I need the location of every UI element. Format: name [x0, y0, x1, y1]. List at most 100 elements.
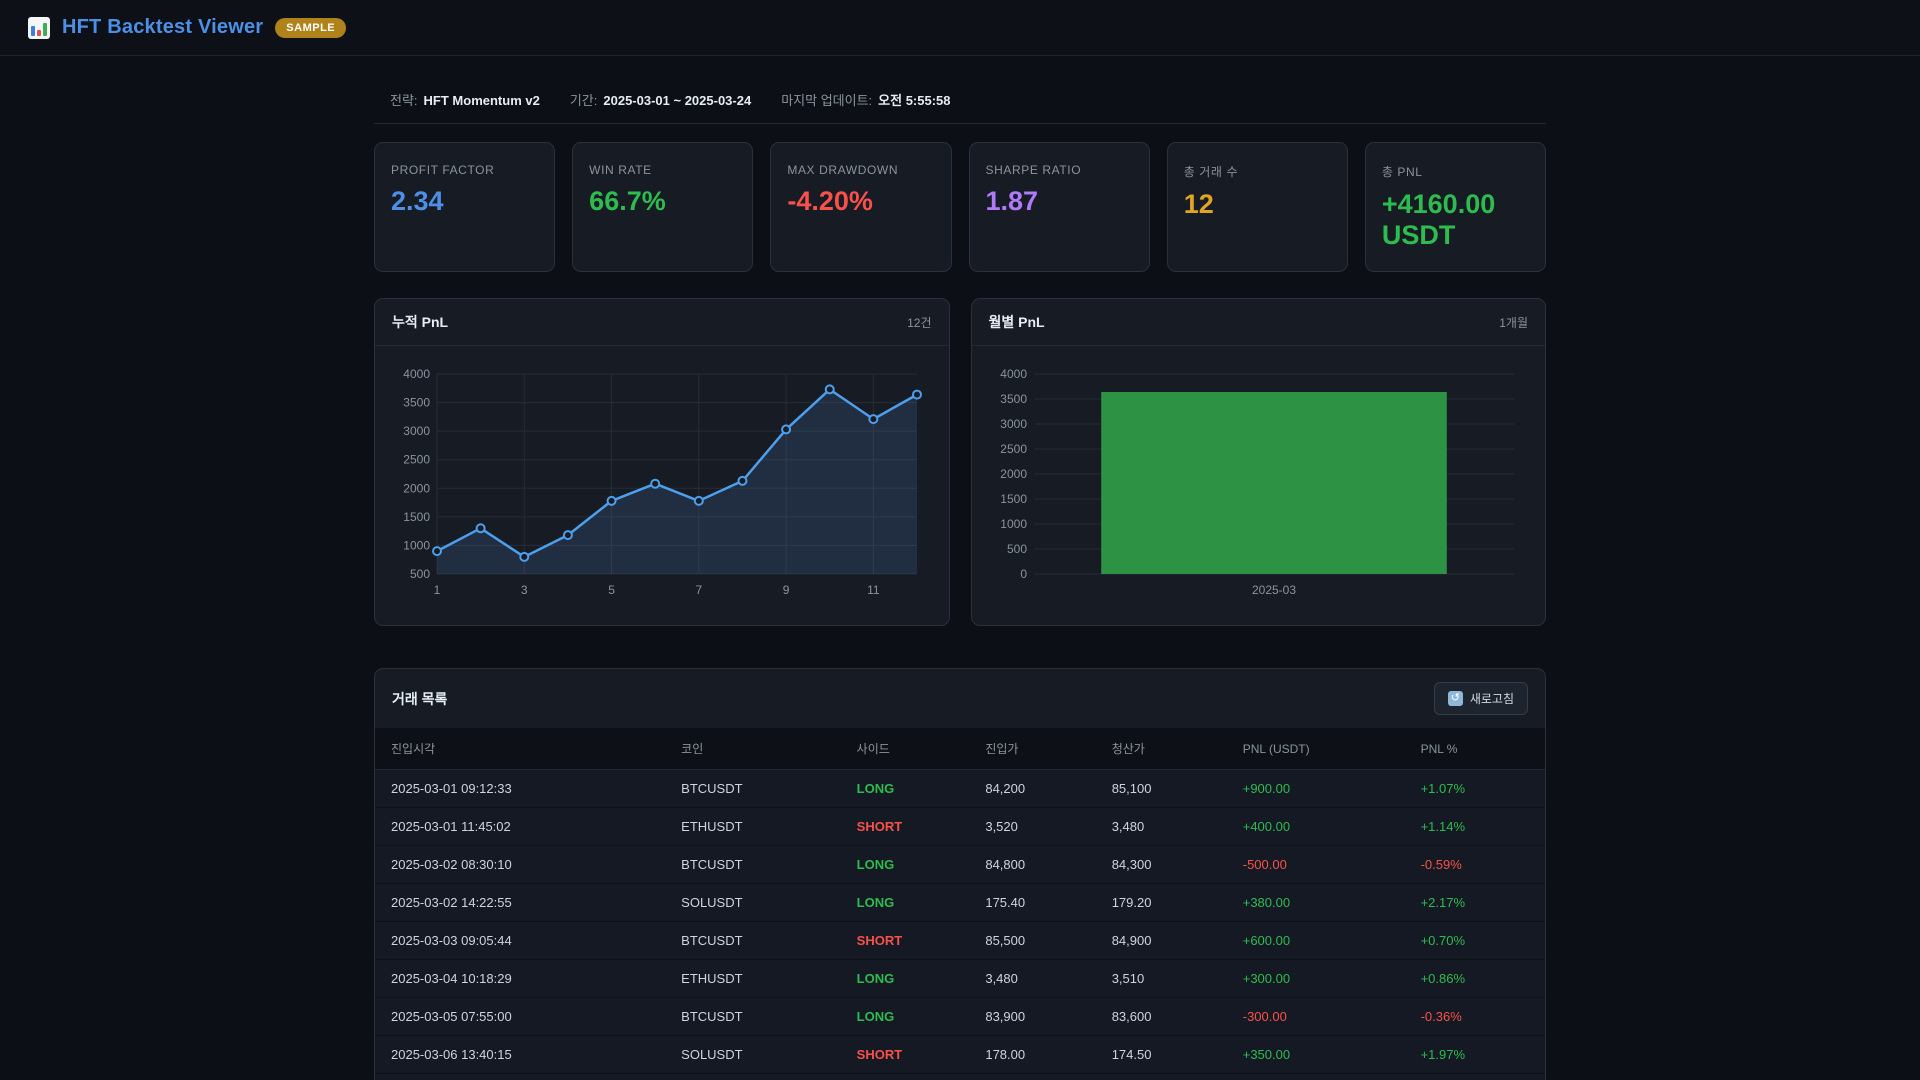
svg-text:1000: 1000 [403, 539, 430, 553]
cumulative-pnl-card: 누적 PnL 12건 500 1000 1500 2000 2500 3000 3500 40… [374, 298, 950, 627]
svg-text:0: 0 [1020, 567, 1027, 581]
table-row: 2025-03-07 09:12:00BTCUSDTLONG85,20086,1… [375, 1073, 1545, 1080]
table-cell: BTCUSDT [665, 1073, 841, 1080]
svg-text:1500: 1500 [403, 510, 430, 524]
svg-text:3000: 3000 [403, 424, 430, 438]
table-row: 2025-03-01 11:45:02 ETHUSDT SHORT 3,520 3,48… [375, 807, 1545, 847]
table-row: 2025-03-06 13:40:15 SOLUSDT SHORT 178.00 174… [375, 1035, 1545, 1075]
table-cell: 3,520 [969, 807, 1096, 847]
data-point-marker [650, 478, 661, 489]
pnl-bar [1100, 392, 1447, 575]
table-cell: +400.00 [1226, 807, 1405, 847]
data-point-marker [737, 475, 748, 486]
table-cell: 2025-03-07 09:12:00 [375, 1073, 666, 1080]
svg-text:3500: 3500 [403, 396, 430, 410]
table-cell: 83,900 [969, 997, 1096, 1037]
table-cell: 84,800 [969, 845, 1096, 885]
table-cell: SOLUSDT [665, 1035, 841, 1075]
table-cell: ETHUSDT [665, 807, 841, 847]
table-cell: LONG [840, 997, 970, 1037]
bar-chart-svg: 0 500 1000 1500 2000 2500 3000 3500 4000 2025-03 [1000, 367, 1514, 597]
stat-label: WIN RATE [589, 163, 652, 177]
svg-text:2500: 2500 [403, 453, 430, 467]
table-row: 2025-03-01 09:12:33 BTCUSDT LONG 84,200 85,1… [375, 769, 1545, 809]
table-cell: 3,480 [1095, 807, 1227, 847]
svg-text:1000: 1000 [1000, 517, 1027, 531]
stat-card: SHARPE RATIO 1.87 [968, 142, 1150, 273]
table-cell: SHORT [840, 1035, 970, 1075]
table-cell: -0.36% [1404, 997, 1545, 1037]
refresh-button[interactable]: ↺ 새로고침 [1433, 682, 1528, 716]
refresh-button-label: 새로고침 [1469, 692, 1514, 707]
svg-text:2000: 2000 [1000, 467, 1027, 481]
table-cell: +0.70% [1404, 921, 1545, 961]
stat-value: 12 [1183, 189, 1214, 219]
table-cell: +350.00 [1226, 1035, 1405, 1075]
table-cell: -300.00 [1226, 997, 1405, 1037]
trade-list-card: 거래 목록 ↺ 새로고침 진입시각 코인 사이드 진입가 청산가 PNL (USDT) PN… [374, 668, 1546, 1080]
table-cell: +900.00 [1226, 769, 1405, 809]
table-cell: LONG [840, 883, 970, 923]
table-cell: 85,500 [969, 921, 1096, 961]
stat-value: 1.87 [985, 186, 1039, 216]
svg-text:500: 500 [1006, 542, 1026, 556]
table-cell: 2025-03-01 11:45:02 [375, 807, 666, 847]
data-point-marker [475, 523, 486, 534]
table-cell: 84,900 [1095, 921, 1227, 961]
monthly-pnl-chart: 0 500 1000 1500 2000 2500 3000 3500 4000 2025-03 [972, 346, 1546, 625]
table-row: 2025-03-04 10:18:29 ETHUSDT LONG 3,480 3,510… [375, 959, 1545, 999]
table-cell: 3,510 [1095, 959, 1227, 999]
stat-card: MAX DRAWDOWN -4.20% [770, 142, 952, 273]
column-header: 청산가 [1095, 728, 1227, 771]
data-point-marker [519, 551, 530, 562]
table-cell: 2025-03-04 10:18:29 [375, 959, 666, 999]
stat-label: PROFIT FACTOR [391, 163, 495, 177]
stat-card: WIN RATE 66.7% [572, 142, 754, 273]
table-cell: 2025-03-03 09:05:44 [375, 921, 666, 961]
table-cell: +1.97% [1404, 1035, 1545, 1075]
cumulative-pnl-count: 12건 [907, 315, 932, 330]
monthly-pnl-count: 1개월 [1499, 315, 1528, 330]
stat-label: SHARPE RATIO [985, 163, 1082, 177]
last-updated: 마지막 업데이트: 오전 5:55:58 [781, 93, 951, 108]
table-cell: +0.86% [1404, 959, 1545, 999]
svg-text:7: 7 [695, 583, 702, 597]
strategy-name: 전략: HFT Momentum v2 [390, 93, 540, 108]
stat-value: +4160.00 USDT [1381, 189, 1496, 251]
svg-text:3: 3 [521, 583, 528, 597]
table-cell: -500.00 [1226, 845, 1405, 885]
svg-text:2000: 2000 [403, 481, 430, 495]
table-row: 2025-03-02 14:22:55 SOLUSDT LONG 175.40 179.… [375, 883, 1545, 923]
table-cell: 3,480 [969, 959, 1096, 999]
table-cell: -0.59% [1404, 845, 1545, 885]
table-cell: BTCUSDT [665, 997, 841, 1037]
stat-card: PROFIT FACTOR 2.34 [374, 142, 556, 273]
svg-text:4000: 4000 [1000, 367, 1027, 381]
stat-label: MAX DRAWDOWN [787, 163, 899, 177]
table-cell: SOLUSDT [665, 883, 841, 923]
trade-table-header-row: 진입시각 코인 사이드 진입가 청산가 PNL (USDT) PNL % [375, 728, 1545, 771]
top-bar: HFT Backtest Viewer SAMPLE [0, 0, 1920, 56]
table-cell: LONG [840, 1073, 970, 1080]
stat-value: 2.34 [391, 186, 444, 216]
charts-row: 누적 PnL 12건 500 1000 1500 2000 2500 3000 3500 40… [374, 298, 1546, 627]
table-cell: 83,600 [1095, 997, 1227, 1037]
table-cell: 2025-03-02 14:22:55 [375, 883, 666, 923]
monthly-pnl-header: 월별 PnL 1개월 [971, 299, 1545, 347]
data-point-marker [562, 530, 573, 541]
table-cell: +1.07% [1404, 769, 1545, 809]
svg-text:1: 1 [434, 583, 441, 597]
strategy-info-bar: 전략: HFT Momentum v2 기간: 2025-03-01 ~ 2025-… [374, 82, 1546, 124]
table-cell: LONG [840, 845, 970, 885]
table-row: 2025-03-05 07:55:00 BTCUSDT LONG 83,900 83,6… [375, 997, 1545, 1037]
table-cell: 84,200 [969, 769, 1096, 809]
svg-text:3000: 3000 [1000, 417, 1027, 431]
monthly-pnl-title: 월별 PnL [988, 314, 1045, 331]
main-content: 전략: HFT Momentum v2 기간: 2025-03-01 ~ 2025-… [374, 56, 1547, 1080]
table-cell: 2025-03-05 07:55:00 [375, 997, 666, 1037]
table-cell: 85,200 [969, 1073, 1096, 1080]
column-header: 코인 [665, 728, 841, 771]
table-cell: +2.17% [1404, 883, 1545, 923]
column-header: 진입시각 [375, 728, 666, 771]
trade-list-title: 거래 목록 [392, 690, 448, 707]
